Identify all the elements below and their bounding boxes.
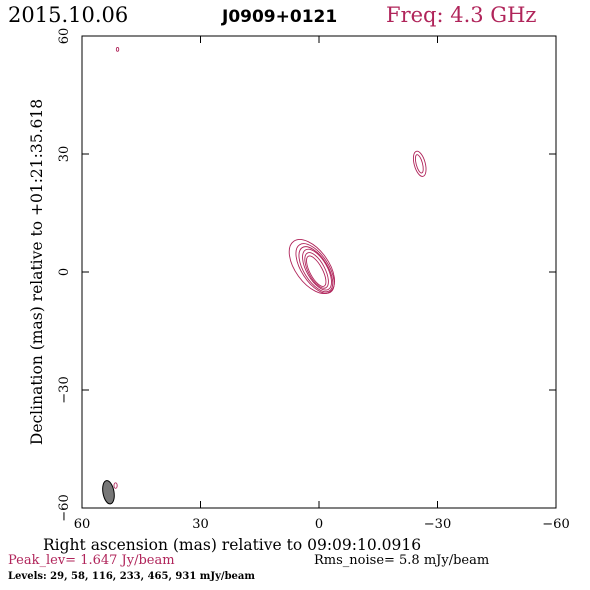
observation-date: 2015.10.06 [8, 3, 129, 27]
peak-level: Peak_lev= 1.647 Jy/beam [8, 553, 175, 568]
core-contour-1 [304, 252, 329, 289]
x-tick-label-4: −60 [542, 517, 569, 532]
axis-ticks [81, 35, 557, 509]
core-contour-4 [295, 243, 335, 294]
beam-ellipse [102, 480, 115, 505]
jet-knot-contour-0 [414, 154, 424, 174]
y-tick-label-0: 60 [57, 28, 72, 45]
y-tick-label-4: −60 [57, 494, 72, 521]
core-contour-2 [302, 248, 332, 291]
x-axis-label: Right ascension (mas) relative to 09:09:… [43, 536, 421, 554]
x-tick-label-0: 60 [74, 517, 91, 532]
frequency-label: Freq: 4.3 GHz [386, 3, 537, 27]
x-tick-label-2: 0 [315, 517, 323, 532]
plot-frame [81, 35, 557, 509]
y-tick-label-1: 30 [57, 146, 72, 163]
contours [113, 46, 427, 489]
edge-speck-1-contour-0 [115, 46, 120, 52]
edge-speck-2-contour-0 [113, 482, 118, 489]
x-tick-label-1: 30 [192, 517, 209, 532]
levels-list: Levels: 29, 58, 116, 233, 465, 931 mJy/b… [8, 571, 255, 582]
core-contour-0 [306, 255, 327, 287]
y-tick-label-2: 0 [57, 268, 72, 276]
beam [102, 480, 115, 505]
core-contour-3 [298, 246, 334, 293]
x-tick-labels: 60 30 0 −30 −60 [74, 517, 570, 532]
x-tick-label-3: −30 [424, 517, 451, 532]
y-tick-labels: 60 30 0 −30 −60 [57, 28, 72, 522]
rms-noise: Rms_noise= 5.8 mJy/beam [314, 553, 490, 568]
y-axis-label: Declination (mas) relative to +01:21:35.… [28, 99, 46, 445]
jet-knot-contour-1 [412, 150, 427, 177]
source-name: J0909+0121 [222, 7, 338, 27]
core-contour-5 [288, 239, 336, 294]
y-tick-label-3: −30 [57, 376, 72, 403]
